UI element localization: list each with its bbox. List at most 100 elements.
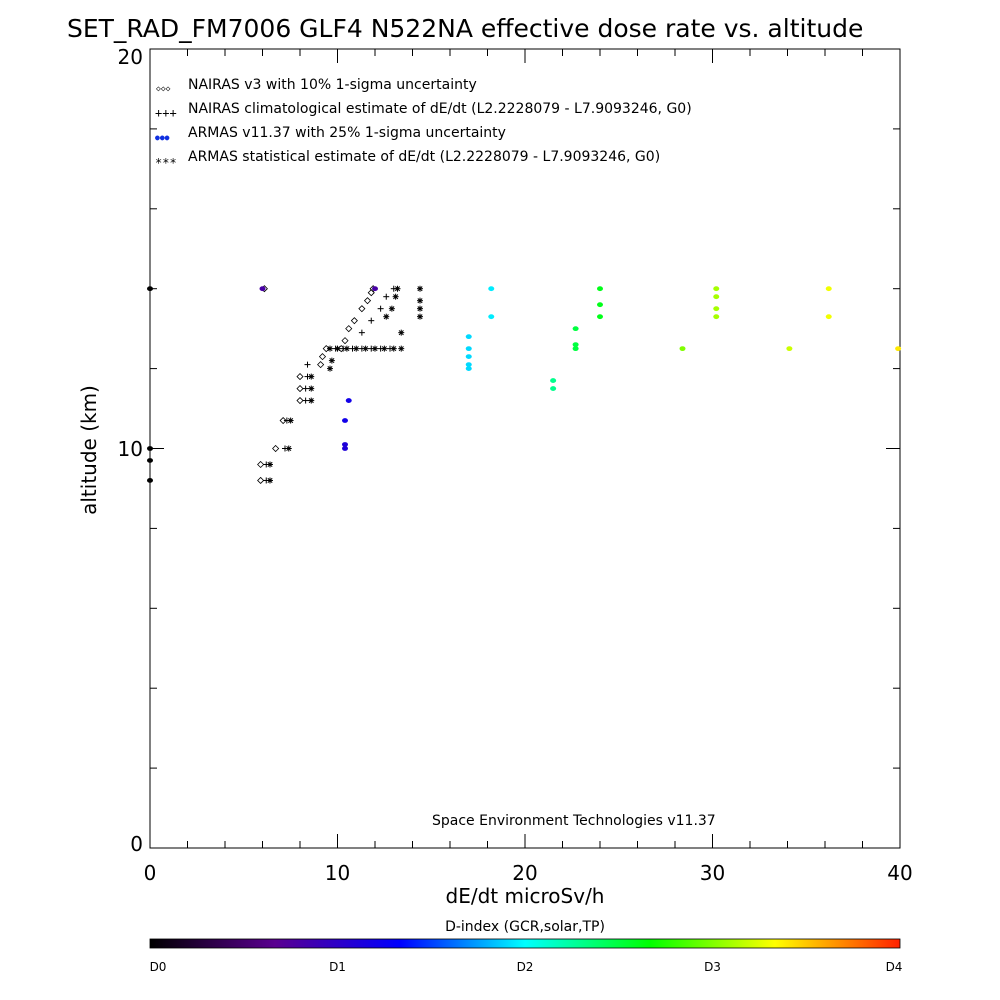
- point-armas-statistical: [285, 445, 292, 452]
- point-armas-statistical: [394, 285, 401, 292]
- legend-item-nairas-model: ◇◇◇ NAIRAS v3 with 10% 1-sigma uncertain…: [156, 77, 477, 93]
- data-points: [147, 285, 902, 485]
- point-armas-measurement: [342, 446, 348, 451]
- point-nairas-model: [317, 361, 325, 369]
- x-tick-label-40: 40: [887, 861, 912, 885]
- point-nairas-model: [363, 297, 372, 305]
- legend-marker-plus: +++: [155, 106, 177, 120]
- credit-text: Space Environment Technologies v11.37: [432, 813, 716, 829]
- point-armas-measurement: [597, 314, 603, 320]
- point-armas-measurement: [713, 294, 720, 300]
- plot-border: [149, 48, 901, 849]
- colorbar-label: D0: [150, 960, 167, 974]
- y-axis-label: altitude (km): [77, 385, 101, 515]
- colorbar-title: D-index (GCR,solar,TP): [445, 919, 605, 935]
- point-armas-statistical: [308, 373, 315, 380]
- point-armas-statistical: [417, 297, 423, 304]
- point-armas-measurement: [465, 354, 472, 360]
- point-armas-statistical: [308, 385, 315, 392]
- point-armas-statistical: [398, 345, 405, 352]
- point-armas-measurement: [342, 442, 348, 447]
- point-armas-measurement: [147, 286, 153, 292]
- colorbar-label: D4: [886, 960, 903, 974]
- colorbar-label: D1: [329, 960, 346, 974]
- point-armas-measurement: [713, 314, 720, 320]
- point-armas-measurement: [713, 306, 720, 312]
- axis-ticks: [149, 48, 901, 849]
- point-nairas-climatological: [358, 329, 365, 336]
- point-armas-measurement: [465, 346, 472, 352]
- point-nairas-climatological: [377, 305, 384, 312]
- legend-label: NAIRAS climatological estimate of dE/dt …: [188, 101, 692, 117]
- point-nairas-model: [257, 476, 265, 485]
- legend-label: ARMAS v11.37 with 25% 1-sigma uncertaint…: [188, 125, 506, 141]
- point-armas-measurement: [572, 342, 579, 348]
- point-armas-statistical: [417, 285, 423, 292]
- point-armas-measurement: [372, 286, 378, 292]
- point-armas-statistical: [362, 345, 369, 352]
- legend-marker-asterisk: ***: [155, 156, 177, 170]
- point-armas-measurement: [572, 346, 579, 352]
- point-nairas-model: [322, 345, 330, 353]
- point-armas-statistical: [392, 293, 399, 300]
- point-armas-statistical: [267, 477, 273, 484]
- point-nairas-climatological: [302, 397, 309, 404]
- x-tick-label-30: 30: [700, 861, 725, 885]
- point-armas-statistical: [308, 397, 315, 404]
- y-tick-label-0: 0: [130, 832, 143, 856]
- point-armas-measurement: [488, 286, 495, 292]
- colorbar-label: D3: [704, 960, 721, 974]
- point-armas-statistical: [383, 313, 390, 320]
- point-nairas-model: [296, 373, 304, 381]
- legend-item-armas-measurement: ●●● ARMAS v11.37 with 25% 1-sigma uncert…: [155, 125, 506, 142]
- point-nairas-model: [272, 444, 280, 453]
- chart-title: SET_RAD_FM7006 GLF4 N522NA effective dos…: [67, 14, 863, 43]
- point-nairas-model: [296, 396, 304, 405]
- point-nairas-model: [279, 416, 287, 425]
- point-armas-measurement: [465, 362, 472, 368]
- colorbar-gradient: [149, 938, 901, 949]
- point-armas-statistical: [388, 305, 395, 312]
- point-nairas-climatological: [304, 361, 311, 368]
- point-armas-statistical: [390, 345, 397, 352]
- point-armas-measurement: [550, 378, 557, 383]
- point-armas-statistical: [372, 345, 378, 352]
- x-tick-label-0: 0: [144, 861, 157, 885]
- point-armas-measurement: [147, 446, 153, 451]
- point-armas-measurement: [786, 346, 793, 352]
- legend-label: ARMAS statistical estimate of dE/dt (L2.…: [188, 149, 660, 165]
- point-armas-measurement: [488, 314, 495, 320]
- x-tick-label-20: 20: [512, 861, 537, 885]
- point-nairas-model: [257, 460, 265, 469]
- point-armas-statistical: [327, 365, 333, 372]
- point-armas-statistical: [417, 305, 423, 312]
- point-armas-statistical: [398, 329, 405, 336]
- point-armas-statistical: [417, 313, 423, 320]
- point-nairas-model: [341, 337, 349, 345]
- point-armas-measurement: [825, 314, 832, 320]
- point-armas-measurement: [825, 286, 832, 292]
- y-tick-label-20: 20: [118, 45, 143, 69]
- x-axis-label: dE/dt microSv/h: [446, 884, 605, 908]
- legend-label: NAIRAS v3 with 10% 1-sigma uncertainty: [188, 77, 477, 93]
- point-nairas-model: [296, 385, 304, 393]
- point-armas-measurement: [465, 334, 472, 340]
- point-nairas-climatological: [383, 293, 390, 300]
- point-nairas-model: [345, 325, 353, 333]
- point-armas-statistical: [328, 357, 335, 364]
- point-armas-measurement: [345, 398, 352, 403]
- point-armas-measurement: [713, 286, 720, 292]
- legend-marker-dot: ●●●: [155, 133, 170, 142]
- point-nairas-model: [350, 317, 358, 325]
- point-nairas-climatological: [368, 317, 375, 324]
- point-armas-measurement: [465, 366, 472, 371]
- legend-marker-diamond: ◇◇◇: [156, 84, 171, 93]
- point-armas-measurement: [342, 418, 348, 423]
- point-nairas-model: [318, 353, 327, 361]
- point-armas-statistical: [267, 461, 273, 468]
- point-nairas-model: [358, 305, 366, 313]
- point-armas-statistical: [287, 417, 294, 424]
- point-armas-measurement: [679, 346, 686, 352]
- colorbar-labels: D0 D1 D2 D3 D4: [150, 960, 903, 974]
